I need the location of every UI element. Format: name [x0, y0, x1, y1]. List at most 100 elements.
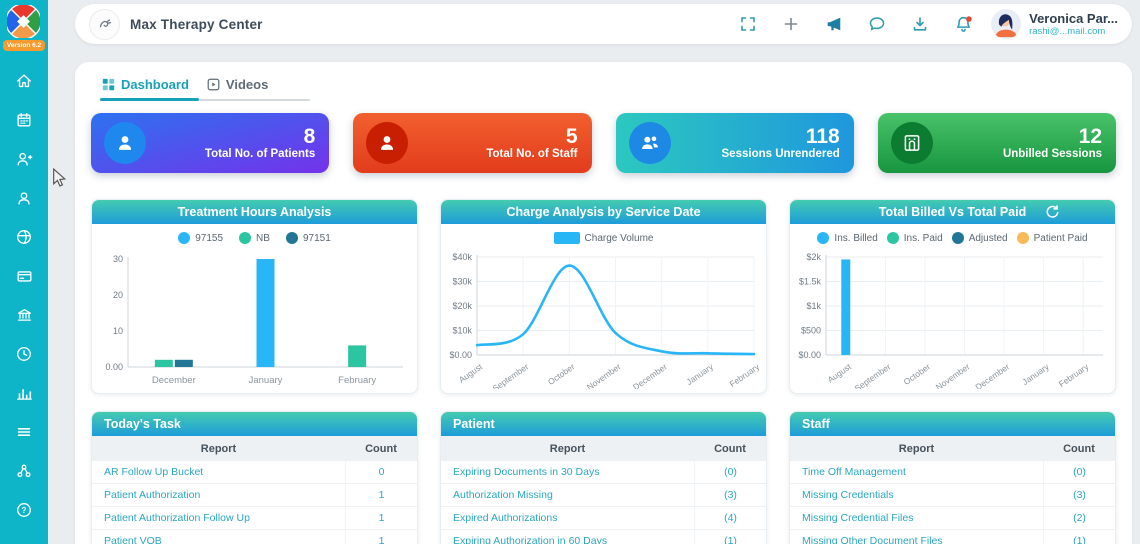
card-value: 12 [1078, 125, 1102, 148]
charts-row: Treatment Hours Analysis 97155 NB 97151 0.0… [91, 199, 1116, 394]
sidebar-item-global[interactable] [11, 227, 37, 246]
svg-text:20: 20 [113, 290, 123, 300]
count-header: Count [714, 442, 746, 455]
legend-item[interactable]: NB [239, 232, 270, 244]
report-link[interactable]: Expiring Authorization in 60 Days [453, 535, 608, 544]
count-value[interactable]: 0 [345, 461, 417, 483]
count-value[interactable]: 1 [345, 507, 417, 529]
mouse-cursor [52, 167, 67, 192]
report-link[interactable]: Patient Authorization Follow Up [104, 512, 250, 524]
count-value[interactable]: (3) [694, 484, 766, 506]
sidebar-item-staff[interactable] [11, 188, 37, 207]
table-row: Missing Credential Files (2) [790, 507, 1115, 530]
tab-videos[interactable]: Videos [205, 75, 274, 99]
people-icon [641, 136, 658, 150]
treatment-hours-chart: 97155 NB 97151 0.00 10 20 30 December January Feb… [92, 227, 417, 393]
count-value[interactable]: (0) [694, 461, 766, 483]
legend-item[interactable]: Adjusted [951, 232, 1008, 244]
table-header: Report Count [790, 436, 1115, 461]
report-link[interactable]: Missing Other Document Files [802, 535, 943, 544]
sidebar-item-reports[interactable] [11, 383, 37, 402]
credit-card-icon [17, 270, 31, 282]
report-link[interactable]: Authorization Missing [453, 489, 553, 501]
count-value[interactable]: (3) [1043, 484, 1115, 506]
report-link[interactable]: Time Off Management [802, 466, 906, 478]
plus-icon [784, 17, 798, 31]
download-button[interactable] [910, 14, 930, 34]
notifications-button[interactable] [953, 14, 973, 34]
count-value[interactable]: (1) [694, 530, 766, 544]
legend-item[interactable]: 97151 [285, 232, 331, 244]
report-link[interactable]: Missing Credentials [802, 489, 894, 501]
card-unbilled-sessions[interactable]: 12 Unbilled Sessions [877, 113, 1116, 173]
chart-title: Charge Analysis by Service Date [441, 200, 766, 224]
sidebar-item-calendar[interactable] [11, 110, 37, 129]
sidebar-item-bank[interactable] [11, 305, 37, 324]
svg-text:$500: $500 [801, 326, 821, 336]
count-value[interactable]: (0) [1043, 461, 1115, 483]
svg-text:September: September [853, 361, 893, 389]
count-value[interactable]: (4) [694, 507, 766, 529]
report-link[interactable]: Expiring Documents in 30 Days [453, 466, 600, 478]
count-header: Count [365, 442, 397, 455]
svg-text:August: August [457, 361, 485, 385]
sidebar-item-home[interactable] [11, 71, 37, 90]
sidebar-item-organization[interactable] [11, 461, 37, 480]
card-label: Unbilled Sessions [1002, 148, 1102, 160]
sidebar-item-add-patient[interactable] [11, 149, 37, 168]
legend-item[interactable]: 97155 [178, 232, 223, 244]
sidebar-item-time[interactable] [11, 344, 37, 363]
legend-item[interactable]: Ins. Billed [817, 232, 878, 244]
legend-item[interactable]: Charge Volume [553, 232, 653, 244]
count-value[interactable]: 1 [345, 530, 417, 544]
count-value[interactable]: (1) [1043, 530, 1115, 544]
count-value[interactable]: 1 [345, 484, 417, 506]
report-link[interactable]: Missing Credential Files [802, 512, 914, 524]
megaphone-icon [827, 17, 841, 31]
report-link[interactable]: Patient Authorization [104, 489, 201, 501]
svg-text:$1.5k: $1.5k [799, 277, 822, 287]
card-sessions-unrendered[interactable]: 118 Sessions Unrendered [615, 113, 854, 173]
user-icon [18, 191, 30, 205]
report-link[interactable]: Expired Authorizations [453, 512, 558, 524]
card-value: 5 [565, 125, 578, 148]
table-row: Authorization Missing (3) [441, 484, 766, 507]
table-row: Expired Authorizations (4) [441, 507, 766, 530]
legend-item[interactable]: Ins. Paid [886, 232, 943, 244]
fullscreen-button[interactable] [738, 14, 758, 34]
add-button[interactable] [781, 14, 801, 34]
sidebar-item-help[interactable]: ? [11, 500, 37, 519]
svg-text:February: February [728, 361, 762, 389]
dashboard-icon [102, 78, 115, 91]
refresh-button[interactable] [1045, 204, 1061, 220]
report-link[interactable]: Patient VOB [104, 535, 162, 544]
card-total-staff[interactable]: 5 Total No. of Staff [353, 113, 592, 173]
table-title: Patient [441, 412, 766, 436]
count-value[interactable]: (2) [1043, 507, 1115, 529]
announcement-button[interactable] [824, 14, 844, 34]
sidebar-item-billing[interactable] [11, 266, 37, 285]
table-row: Missing Other Document Files (1) [790, 530, 1115, 544]
brand-doodle[interactable] [89, 8, 120, 40]
svg-text:$1k: $1k [806, 301, 821, 311]
chat-button[interactable] [867, 14, 887, 34]
tab-dashboard[interactable]: Dashboard [100, 75, 199, 101]
billed-vs-paid-chart: Ins. Billed Ins. Paid Adjusted Patient Paid… [790, 227, 1115, 393]
app-logo[interactable]: Version 6.2 [2, 0, 46, 51]
svg-text:January: January [249, 375, 283, 386]
brand-doodle-icon [99, 19, 111, 28]
calendar-icon [17, 112, 31, 127]
legend-item[interactable]: Patient Paid [1016, 232, 1088, 244]
avatar [991, 9, 1022, 39]
card-total-patients[interactable]: 8 Total No. of Patients [91, 113, 330, 173]
panel-treatment-hours: Treatment Hours Analysis 97155 NB 97151 0.0… [91, 199, 418, 394]
svg-text:December: December [973, 361, 1011, 389]
card-label: Total No. of Staff [486, 148, 578, 160]
report-link[interactable]: AR Follow Up Bucket [104, 466, 204, 478]
svg-text:December: December [631, 361, 669, 389]
card-label: Total No. of Patients [204, 148, 316, 160]
sidebar-item-menu[interactable] [11, 422, 37, 441]
user-name: Veronica Par... [1029, 10, 1118, 26]
top-bar: Max Therapy Center [75, 4, 1132, 44]
user-menu[interactable]: Veronica Par... rashi@...mail.com [991, 9, 1118, 39]
